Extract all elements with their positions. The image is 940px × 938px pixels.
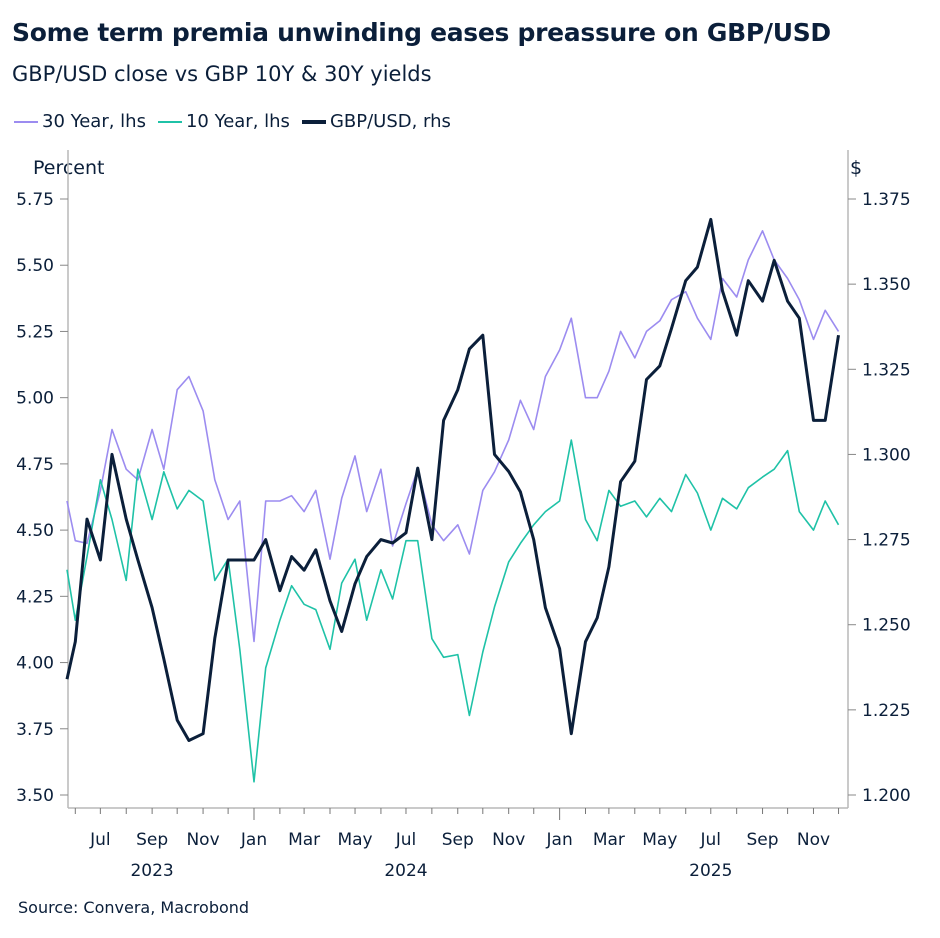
legend-item-10y: 10 Year, lhs [157,111,290,132]
left-tick-label: 5.00 [16,389,54,409]
x-tick-label: Sep [136,830,168,850]
x-year-label: 2023 [130,861,173,881]
x-tick-label: May [642,830,677,850]
left-tick-label: 3.50 [16,786,54,806]
x-tick-label: May [337,830,372,850]
x-tick-label: Jul [700,830,722,850]
right-tick-label: 1.375 [862,190,911,210]
left-tick-label: 5.50 [16,256,54,276]
x-tick-label: Jul [395,830,417,850]
series-10-year-line [66,439,840,783]
x-tick-label: Nov [186,830,219,850]
chart-title: Some term premia unwinding eases preassu… [12,18,831,47]
legend-item-30y: 30 Year, lhs [14,111,146,132]
x-tick-label: Sep [747,830,779,850]
source-note: Source: Convera, Macrobond [18,898,250,917]
legend-swatch-30y [14,120,38,123]
left-tick-label: 4.50 [16,521,54,541]
right-axis-label: $ [850,157,862,179]
x-tick-label: Nov [492,830,525,850]
legend-label-30y: 30 Year, lhs [42,111,146,132]
left-tick-label: 4.75 [16,455,54,475]
x-tick-label: Jan [240,830,267,850]
left-tick-label: 4.00 [16,654,54,674]
right-tick-label: 1.250 [862,616,911,636]
left-tick-label: 4.25 [16,587,54,607]
series-30-year-line [66,230,840,643]
legend-swatch-gbpusd [301,119,326,124]
legend-label-gbpusd: GBP/USD, rhs [329,111,451,132]
right-tick-label: 1.300 [862,445,911,465]
right-tick-label: 1.350 [862,275,911,295]
left-tick-label: 5.75 [16,190,54,210]
x-year-label: 2025 [689,861,732,881]
x-tick-label: Jul [89,830,111,850]
x-tick-label: Nov [797,830,830,850]
right-tick-label: 1.200 [862,786,911,806]
chart-subtitle: GBP/USD close vs GBP 10Y & 30Y yields [12,62,432,86]
x-year-label: 2024 [384,861,427,881]
legend-swatch-10y [157,120,182,123]
right-tick-label: 1.225 [862,701,911,721]
left-tick-label: 3.75 [16,720,54,740]
left-tick-label: 5.25 [16,322,54,342]
legend: 30 Year, lhs 10 Year, lhs GBP/USD, rhs [14,111,457,132]
right-tick-label: 1.325 [862,360,911,380]
x-tick-label: Jan [546,830,573,850]
legend-item-gbpusd: GBP/USD, rhs [301,111,451,132]
legend-label-10y: 10 Year, lhs [185,111,290,132]
series-gbpusd-line [65,217,840,742]
right-tick-label: 1.275 [862,531,911,551]
x-tick-label: Mar [288,830,320,850]
x-tick-label: Sep [442,830,474,850]
x-tick-label: Mar [593,830,625,850]
